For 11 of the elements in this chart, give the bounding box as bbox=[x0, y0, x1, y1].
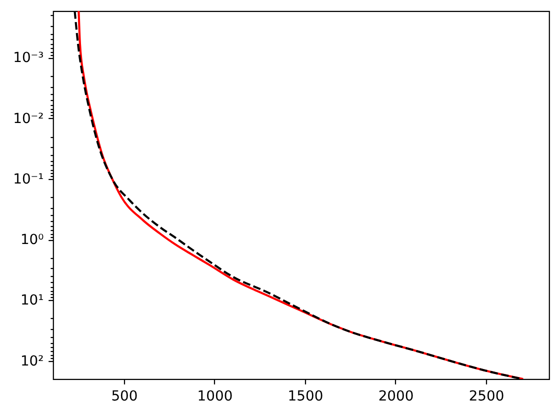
x-tick-label: 2000 bbox=[378, 388, 414, 404]
x-tick-label: 1500 bbox=[288, 388, 324, 404]
x-tick-label: 1000 bbox=[197, 388, 233, 404]
y-tick-label: 10² bbox=[20, 353, 44, 370]
y-tick-label: 10⁻¹ bbox=[13, 171, 44, 188]
x-tick-label: 2500 bbox=[468, 388, 504, 404]
y-tick-label: 10⁻³ bbox=[13, 50, 44, 66]
x-tick-label: 500 bbox=[111, 388, 138, 404]
y-tick-label: 10⁻² bbox=[13, 110, 44, 127]
y-tick-label: 10¹ bbox=[20, 292, 44, 309]
y-tick-label: 10⁰ bbox=[20, 232, 44, 248]
